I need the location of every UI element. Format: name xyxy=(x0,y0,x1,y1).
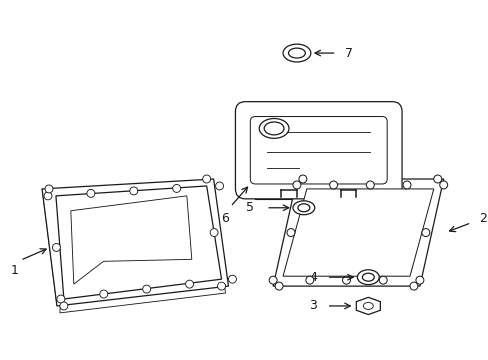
Circle shape xyxy=(342,276,350,284)
Ellipse shape xyxy=(283,44,310,62)
Circle shape xyxy=(379,276,386,284)
Circle shape xyxy=(52,243,61,251)
Ellipse shape xyxy=(297,204,309,212)
Ellipse shape xyxy=(288,48,305,58)
Ellipse shape xyxy=(264,122,284,135)
Ellipse shape xyxy=(363,302,372,310)
Text: 6: 6 xyxy=(221,212,229,225)
Circle shape xyxy=(329,181,337,189)
Circle shape xyxy=(366,181,373,189)
Circle shape xyxy=(421,229,429,237)
Circle shape xyxy=(275,282,283,290)
Circle shape xyxy=(129,187,138,195)
Circle shape xyxy=(402,181,410,189)
Text: 4: 4 xyxy=(308,271,316,284)
Circle shape xyxy=(298,175,306,183)
Polygon shape xyxy=(42,179,228,306)
Circle shape xyxy=(292,181,300,189)
Circle shape xyxy=(415,276,423,284)
Text: 1: 1 xyxy=(10,264,18,277)
Ellipse shape xyxy=(362,273,373,281)
Circle shape xyxy=(44,192,52,200)
Ellipse shape xyxy=(357,270,379,285)
Circle shape xyxy=(286,229,294,237)
Circle shape xyxy=(433,175,441,183)
Polygon shape xyxy=(60,214,225,313)
Text: 5: 5 xyxy=(246,201,254,214)
FancyBboxPatch shape xyxy=(235,102,401,199)
Circle shape xyxy=(100,290,107,298)
Circle shape xyxy=(210,229,218,237)
Polygon shape xyxy=(273,179,443,286)
Circle shape xyxy=(60,302,68,310)
Polygon shape xyxy=(42,189,64,306)
Polygon shape xyxy=(283,189,433,276)
Ellipse shape xyxy=(292,201,314,215)
Circle shape xyxy=(45,185,53,193)
Circle shape xyxy=(172,184,180,192)
Text: 3: 3 xyxy=(308,300,316,312)
Circle shape xyxy=(268,276,277,284)
Text: 2: 2 xyxy=(478,212,486,225)
Circle shape xyxy=(203,175,210,183)
Circle shape xyxy=(305,276,313,284)
Circle shape xyxy=(87,189,95,197)
Polygon shape xyxy=(356,297,380,315)
FancyBboxPatch shape xyxy=(250,117,386,184)
Circle shape xyxy=(217,282,225,290)
Circle shape xyxy=(215,182,223,190)
Circle shape xyxy=(409,282,417,290)
Ellipse shape xyxy=(259,118,288,138)
Circle shape xyxy=(57,295,65,303)
Polygon shape xyxy=(56,186,221,299)
Circle shape xyxy=(185,280,193,288)
Circle shape xyxy=(142,285,150,293)
Circle shape xyxy=(228,275,236,283)
Text: 7: 7 xyxy=(344,46,352,59)
Circle shape xyxy=(439,181,447,189)
